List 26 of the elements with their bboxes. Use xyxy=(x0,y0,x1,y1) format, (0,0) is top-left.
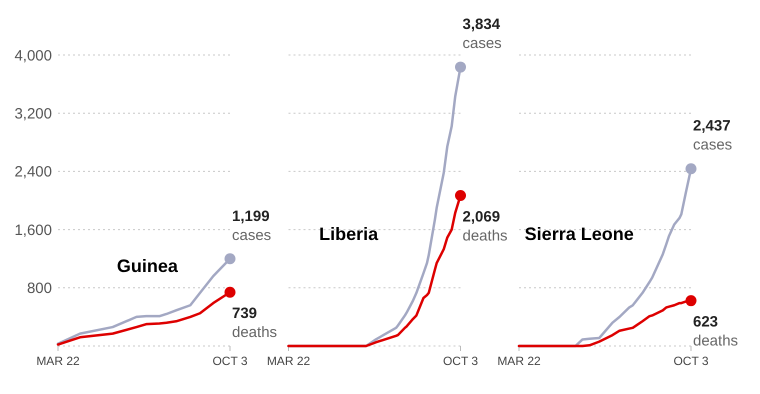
data-label: 2,437 xyxy=(693,118,731,135)
y-tick-label: 4,000 xyxy=(14,47,52,64)
x-tick-label: MAR 22 xyxy=(266,354,310,368)
x-tick-label: OCT 3 xyxy=(442,354,478,368)
data-label: 1,199 xyxy=(232,208,270,225)
x-tick-label: OCT 3 xyxy=(212,354,248,368)
data-label: 739 xyxy=(232,305,258,322)
x-tick-label: OCT 3 xyxy=(673,354,709,368)
x-tick-label: MAR 22 xyxy=(497,354,541,368)
text: Sierra Leone xyxy=(524,224,634,244)
series-label: cases xyxy=(462,35,502,52)
y-tick-label: 1,600 xyxy=(14,222,52,239)
data-label: 3,834 xyxy=(462,16,501,34)
y-tick-label: 800 xyxy=(26,280,52,298)
series-label: deaths xyxy=(462,227,508,244)
series-label: cases xyxy=(693,136,732,154)
y-tick-label: 2,400 xyxy=(14,164,52,181)
series-label: deaths xyxy=(232,324,278,342)
series-label: cases xyxy=(232,226,272,244)
data-label: 2,069 xyxy=(462,208,500,226)
y-tick-label: 3,200 xyxy=(14,105,52,122)
data-label: 623 xyxy=(693,314,718,331)
x-tick-label: MAR 22 xyxy=(36,354,80,368)
text: Guinea xyxy=(116,256,179,276)
series-label: deaths xyxy=(693,332,738,350)
text: Liberia xyxy=(319,224,380,244)
